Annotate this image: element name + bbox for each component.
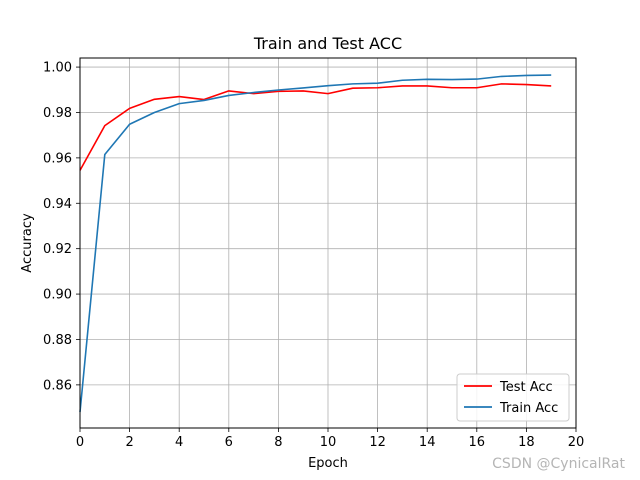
y-tick-label: 0.88: [43, 333, 72, 348]
x-tick-label: 2: [125, 435, 133, 450]
x-tick-label: 14: [419, 435, 436, 450]
x-axis-label: Epoch: [308, 456, 348, 471]
y-tick-label: 0.94: [43, 197, 72, 212]
x-tick-label: 6: [225, 435, 233, 450]
x-tick-label: 4: [175, 435, 183, 450]
watermark-text: CSDN @CynicalRat: [492, 456, 625, 472]
legend: Test Acc Train Acc: [456, 373, 570, 422]
legend-label-train-acc: Train Acc: [499, 401, 558, 416]
x-tick-label: 10: [320, 435, 337, 450]
chart-title: Train and Test ACC: [253, 34, 402, 53]
y-axis-label: Accuracy: [20, 213, 35, 273]
y-tick-label: 0.86: [43, 378, 72, 393]
y-tick-label: 1.00: [43, 61, 72, 76]
y-tick-label: 0.90: [43, 288, 72, 303]
x-tick-label: 18: [518, 435, 535, 450]
x-tick-label: 12: [369, 435, 386, 450]
y-tick-label: 0.92: [43, 242, 72, 257]
series-line-test-acc: [79, 83, 552, 171]
x-axis: 0 2 4 6 8 10 12 14 16 18 20: [76, 428, 584, 450]
x-tick-label: 0: [76, 435, 84, 450]
grid-lines: [79, 58, 577, 428]
y-axis: 0.86 0.88 0.90 0.92 0.94 0.96 0.98 1.00: [43, 61, 80, 393]
x-tick-label: 8: [274, 435, 282, 450]
x-tick-label: 20: [568, 435, 585, 450]
y-tick-label: 0.96: [43, 151, 72, 166]
series-line-train-acc: [79, 74, 552, 413]
legend-label-test-acc: Test Acc: [499, 380, 553, 395]
series-lines: [79, 74, 552, 413]
x-tick-label: 16: [469, 435, 486, 450]
y-tick-label: 0.98: [43, 106, 72, 121]
